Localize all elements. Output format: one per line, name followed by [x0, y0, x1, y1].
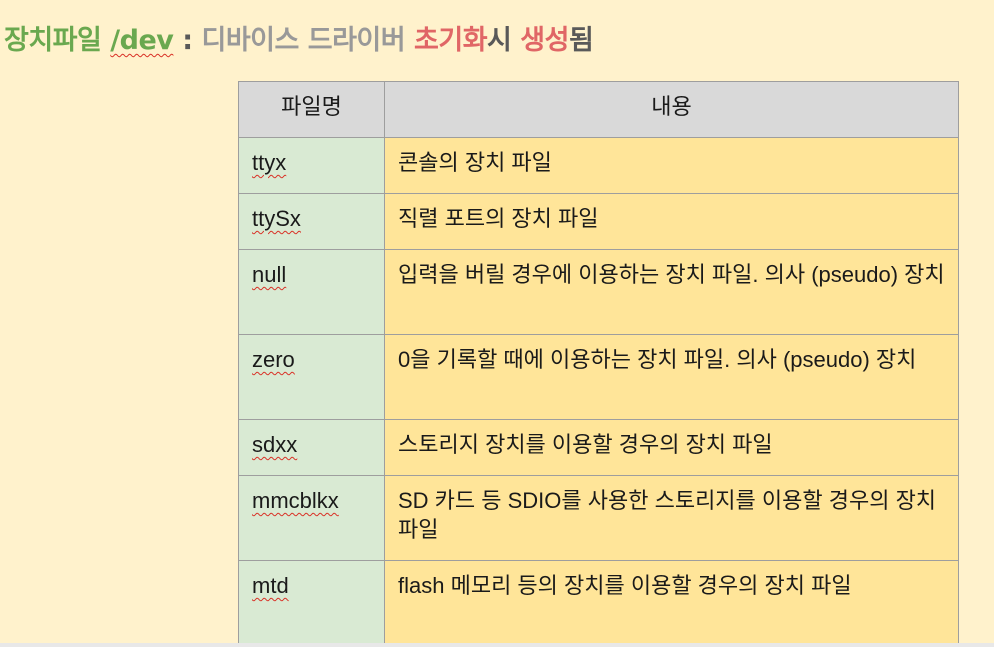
file-desc-cell: 입력을 버릴 경우에 이용하는 장치 파일. 의사 (pseudo) 장치 [384, 249, 959, 335]
file-name: null [252, 262, 287, 287]
file-desc-cell: 0을 기록할 때에 이용하는 장치 파일. 의사 (pseudo) 장치 [384, 334, 959, 420]
title-dev-path: /dev [110, 25, 174, 56]
title-when: 시 [487, 25, 521, 56]
file-desc-cell: 직렬 포트의 장치 파일 [384, 193, 959, 250]
file-desc: SD 카드 등 SDIO를 사용한 스토리지를 이용할 경우의 장치 파일 [398, 488, 937, 542]
table-row: sdxx 스토리지 장치를 이용할 경우의 장치 파일 [238, 419, 959, 476]
title-done: 됨 [568, 25, 594, 56]
file-name-cell: zero [238, 334, 385, 420]
table-header-row: 파일명 내용 [238, 81, 959, 138]
table-row: zero 0을 기록할 때에 이용하는 장치 파일. 의사 (pseudo) 장… [238, 334, 959, 420]
title-device-driver: 디바이스 드라이버 [201, 25, 415, 56]
file-desc: flash 메모리 등의 장치를 이용할 경우의 장치 파일 [398, 573, 852, 598]
header-content: 내용 [384, 81, 959, 138]
table-row: mmcblkx SD 카드 등 SDIO를 사용한 스토리지를 이용할 경우의 … [238, 475, 959, 561]
file-desc-cell: flash 메모리 등의 장치를 이용할 경우의 장치 파일 [384, 560, 959, 646]
file-name: mmcblkx [252, 488, 339, 513]
file-name-cell: mtd [238, 560, 385, 646]
slide-title: 장치파일 /dev : 디바이스 드라이버 초기화시 생성됨 [4, 18, 594, 57]
table-row: ttyx 콘솔의 장치 파일 [238, 137, 959, 194]
table-row: null 입력을 버릴 경우에 이용하는 장치 파일. 의사 (pseudo) … [238, 249, 959, 335]
file-desc-cell: SD 카드 등 SDIO를 사용한 스토리지를 이용할 경우의 장치 파일 [384, 475, 959, 561]
file-name: mtd [252, 573, 289, 598]
title-creation: 생성 [520, 25, 569, 56]
file-desc: 스토리지 장치를 이용할 경우의 장치 파일 [398, 432, 773, 457]
device-file-table: 파일명 내용 ttyx 콘솔의 장치 파일 ttySx 직렬 포트의 장치 파일… [238, 81, 959, 646]
table-row: mtd flash 메모리 등의 장치를 이용할 경우의 장치 파일 [238, 560, 959, 646]
title-device-file: 장치파일 [4, 25, 111, 56]
file-name-cell: ttySx [238, 193, 385, 250]
file-name: zero [252, 347, 295, 372]
file-desc-cell: 스토리지 장치를 이용할 경우의 장치 파일 [384, 419, 959, 476]
file-name-cell: mmcblkx [238, 475, 385, 561]
file-name: ttyx [252, 150, 287, 175]
title-initialization: 초기화 [414, 25, 488, 56]
table-row: ttySx 직렬 포트의 장치 파일 [238, 193, 959, 250]
file-name-cell: sdxx [238, 419, 385, 476]
file-desc: 콘솔의 장치 파일 [398, 150, 552, 175]
file-desc-cell: 콘솔의 장치 파일 [384, 137, 959, 194]
file-desc: 직렬 포트의 장치 파일 [398, 206, 599, 231]
file-name-cell: ttyx [238, 137, 385, 194]
file-desc: 입력을 버릴 경우에 이용하는 장치 파일. 의사 (pseudo) 장치 [398, 262, 945, 287]
page-bottom-edge [0, 643, 994, 647]
header-filename: 파일명 [238, 81, 385, 138]
file-name: sdxx [252, 432, 298, 457]
file-name: ttySx [252, 206, 301, 231]
file-desc: 0을 기록할 때에 이용하는 장치 파일. 의사 (pseudo) 장치 [398, 347, 917, 372]
file-name-cell: null [238, 249, 385, 335]
title-colon: : [173, 25, 202, 56]
